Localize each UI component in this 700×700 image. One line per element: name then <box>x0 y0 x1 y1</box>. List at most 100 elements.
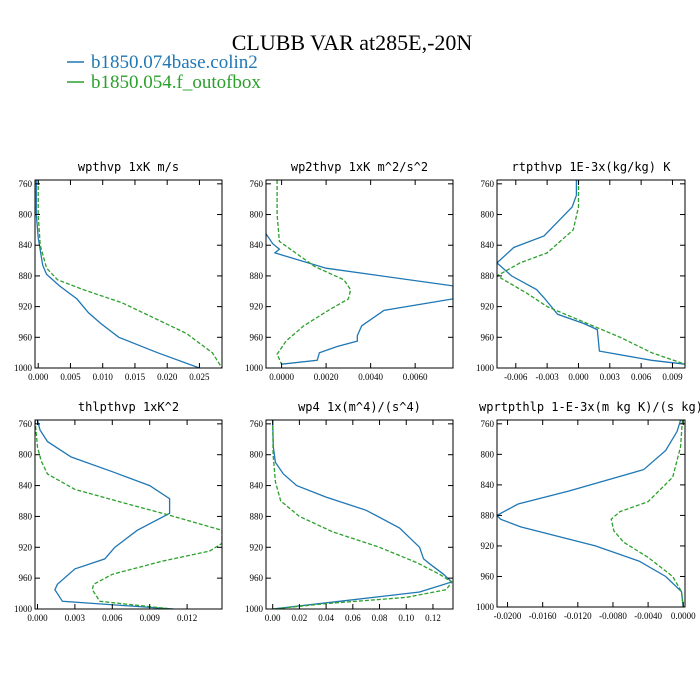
x-tick-label: 0.025 <box>189 372 210 382</box>
x-tick-label: 0.0060 <box>403 372 428 382</box>
series-line-2 <box>272 420 453 609</box>
series-line-1 <box>272 420 453 609</box>
panel-5: wp4 1x(m^4)/(s^4)76080084088092096010000… <box>245 400 454 623</box>
panel-title: wprtpthlp 1-E-3x(m kg K)/(s kg) <box>479 400 700 414</box>
plot-frame <box>34 179 223 369</box>
y-tick-label: 920 <box>481 541 495 551</box>
x-tick-label: 0.003 <box>65 613 86 623</box>
panel-4: thlpthvp 1xK^276080084088092096010000.00… <box>14 400 223 623</box>
x-tick-label: 0.04 <box>318 613 334 623</box>
plot-frame <box>265 419 454 610</box>
y-tick-label: 880 <box>250 271 264 281</box>
x-tick-label: 0.012 <box>177 613 197 623</box>
y-tick-label: 960 <box>250 573 264 583</box>
x-tick-label: -0.0040 <box>634 611 662 621</box>
y-tick-label: 960 <box>481 332 495 342</box>
legend-label-2: b1850.054.f_outofbox <box>91 72 261 93</box>
y-tick-label: 840 <box>19 240 33 250</box>
x-tick-label: 0.12 <box>425 613 441 623</box>
panel-title: wpthvp 1xK m/s <box>78 160 179 174</box>
y-tick-label: 1000 <box>14 604 33 614</box>
y-tick-label: 800 <box>481 210 495 220</box>
y-tick-label: 760 <box>250 419 264 429</box>
x-tick-label: 0.010 <box>93 372 114 382</box>
x-tick-label: 0.02 <box>292 613 308 623</box>
y-tick-label: 920 <box>250 542 264 552</box>
x-tick-label: 0.0000 <box>269 372 294 382</box>
panel-6: wprtpthlp 1-E-3x(m kg K)/(s kg) 760 800 840… <box>476 400 700 621</box>
panel-3: rtpthvp 1E-3x(kg/kg) K 760 800 840 880 920 960… <box>476 160 686 382</box>
panel-title: rtpthvp 1E-3x(kg/kg) K <box>512 160 672 174</box>
plot-frame <box>265 179 454 369</box>
y-tick-label: 1000 <box>245 363 264 373</box>
x-tick-label: 0.0000 <box>671 611 696 621</box>
y-tick-label: 760 <box>19 179 33 189</box>
series-line-2 <box>497 180 685 365</box>
series-line-2 <box>37 180 222 368</box>
y-tick-label: 960 <box>19 573 33 583</box>
series-line-2 <box>276 180 352 365</box>
x-tick-label: 0.08 <box>372 613 388 623</box>
y-tick-label: 760 <box>250 179 264 189</box>
plot-frame <box>34 419 223 610</box>
x-tick-label: -0.0160 <box>529 611 557 621</box>
y-tick-label: 960 <box>481 571 495 581</box>
x-tick-label: 0.10 <box>398 613 414 623</box>
y-tick-label: 920 <box>19 542 33 552</box>
x-tick-label: 0.006 <box>631 372 652 382</box>
panels-group: wpthvp 1xK m/s76080084088092096010000.00… <box>14 160 700 623</box>
y-tick-label: 840 <box>250 481 264 491</box>
series-line-1 <box>266 233 453 365</box>
series-line-1 <box>35 180 200 368</box>
x-tick-label: 0.000 <box>28 372 49 382</box>
series-line-2 <box>35 420 222 609</box>
x-tick-label: 0.00 <box>265 613 281 623</box>
y-tick-label: 960 <box>19 332 33 342</box>
x-tick-label: 0.0040 <box>358 372 383 382</box>
panel-1: wpthvp 1xK m/s76080084088092096010000.00… <box>14 160 223 382</box>
figure-title: CLUBB VAR at285E,-20N <box>232 30 473 55</box>
legend: b1850.074base.colin2 b1850.054.f_outofbo… <box>67 52 261 93</box>
panel-title: thlpthvp 1xK^2 <box>78 400 179 414</box>
y-tick-label: 840 <box>481 240 495 250</box>
series-line-2 <box>610 420 684 607</box>
y-tick-label: 800 <box>481 449 495 459</box>
y-tick-label: 840 <box>250 240 264 250</box>
y-tick-label: 880 <box>481 271 495 281</box>
legend-label-1: b1850.074base.colin2 <box>91 52 258 73</box>
x-tick-label: 0.020 <box>157 372 178 382</box>
plot-frame <box>496 179 686 369</box>
x-tick-label: -0.0080 <box>599 611 627 621</box>
y-tick-label: 800 <box>19 450 33 460</box>
y-tick-label: 880 <box>19 271 33 281</box>
x-tick-label: 0.000 <box>568 372 589 382</box>
y-tick-label: 880 <box>19 511 33 521</box>
series-line-1 <box>497 420 684 607</box>
y-tick-label: 800 <box>250 450 264 460</box>
y-tick-label: 760 <box>481 419 495 429</box>
panel-title: wp4 1x(m^4)/(s^4) <box>298 400 421 414</box>
x-tick-label: -0.0200 <box>494 611 522 621</box>
x-tick-label: 0.015 <box>125 372 146 382</box>
y-tick-label: 760 <box>19 419 33 429</box>
x-tick-label: -0.0120 <box>564 611 592 621</box>
y-tick-label: 1000 <box>14 363 33 373</box>
y-tick-label: 880 <box>481 510 495 520</box>
y-tick-label: 920 <box>19 302 33 312</box>
x-tick-label: 0.06 <box>345 613 361 623</box>
x-tick-label: 0.0020 <box>314 372 339 382</box>
y-tick-label: 800 <box>250 210 264 220</box>
panel-2: wp2thvp 1xK m^2/s^2 760 800 840 880 920 960 100… <box>245 160 454 382</box>
y-tick-label: 920 <box>481 302 495 312</box>
series-line-1 <box>36 420 174 609</box>
y-tick-label: 760 <box>481 179 495 189</box>
y-tick-label: 960 <box>250 332 264 342</box>
y-tick-label: 1000 <box>476 602 495 612</box>
x-tick-label: 0.000 <box>27 613 48 623</box>
x-tick-label: 0.009 <box>140 613 161 623</box>
panel-title: wp2thvp 1xK m^2/s^2 <box>291 160 428 174</box>
y-tick-label: 880 <box>250 511 264 521</box>
x-tick-label: 0.003 <box>600 372 621 382</box>
x-tick-label: -0.006 <box>504 372 528 382</box>
